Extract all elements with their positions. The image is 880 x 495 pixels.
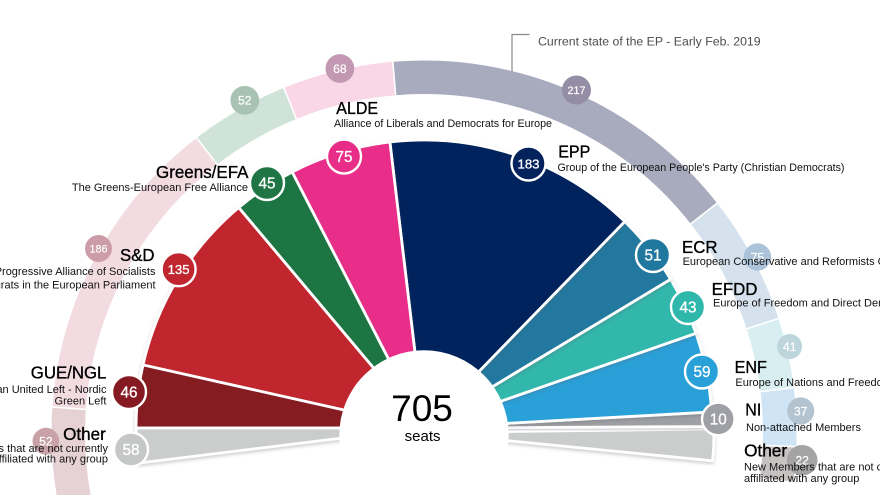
svg-text:59: 59 bbox=[693, 364, 710, 381]
svg-text:135: 135 bbox=[168, 262, 190, 277]
svg-text:Group of the Progressive Allia: Group of the Progressive Alliance of Soc… bbox=[0, 266, 156, 278]
svg-text:Members that are not currently: Members that are not currently bbox=[0, 443, 108, 455]
svg-text:41: 41 bbox=[783, 340, 797, 354]
svg-text:seats: seats bbox=[405, 428, 441, 445]
svg-text:75: 75 bbox=[335, 149, 352, 166]
svg-text:S&D: S&D bbox=[120, 245, 155, 265]
svg-text:43: 43 bbox=[679, 300, 696, 317]
svg-text:58: 58 bbox=[122, 442, 139, 459]
svg-text:52: 52 bbox=[238, 94, 252, 108]
svg-text:ALDE: ALDE bbox=[336, 98, 378, 118]
svg-text:NI: NI bbox=[745, 400, 761, 420]
svg-text:The Greens-European Free Allia: The Greens-European Free Alliance bbox=[72, 182, 248, 194]
svg-text:Greens/EFA: Greens/EFA bbox=[156, 162, 249, 182]
svg-text:183: 183 bbox=[517, 156, 539, 171]
svg-text:217: 217 bbox=[567, 85, 585, 97]
svg-text:Europe of Freedom and Direct D: Europe of Freedom and Direct Democracy bbox=[713, 298, 880, 310]
svg-text:Current state of the EP - Earl: Current state of the EP - Early Feb. 201… bbox=[538, 35, 761, 49]
svg-text:705: 705 bbox=[391, 388, 453, 429]
svg-text:ENF: ENF bbox=[735, 357, 767, 377]
svg-text:Democrats in the European Parl: Democrats in the European Parliament bbox=[0, 280, 156, 292]
svg-text:European United Left - Nordic: European United Left - Nordic bbox=[0, 384, 107, 396]
svg-text:ECR: ECR bbox=[682, 237, 718, 257]
svg-text:New Members that are not curre: New Members that are not currently bbox=[744, 462, 880, 474]
svg-text:Other: Other bbox=[744, 441, 787, 461]
svg-text:European Conservative and Refo: European Conservative and Reformists Gro… bbox=[683, 256, 880, 268]
svg-text:EFDD: EFDD bbox=[712, 279, 758, 299]
svg-text:45: 45 bbox=[258, 176, 275, 193]
svg-text:Alliance of Liberals and Democ: Alliance of Liberals and Democrats for E… bbox=[334, 118, 552, 130]
svg-text:46: 46 bbox=[120, 385, 137, 402]
svg-text:Green Left: Green Left bbox=[55, 396, 107, 408]
svg-text:10: 10 bbox=[710, 412, 727, 429]
svg-text:EPP: EPP bbox=[558, 142, 590, 162]
svg-text:22: 22 bbox=[795, 454, 809, 468]
svg-text:186: 186 bbox=[89, 243, 107, 255]
svg-text:affiliated with any group: affiliated with any group bbox=[744, 473, 859, 485]
svg-text:Europe of Nations and Freedom: Europe of Nations and Freedom bbox=[735, 377, 880, 389]
svg-text:75: 75 bbox=[751, 250, 765, 264]
svg-text:52: 52 bbox=[39, 435, 53, 449]
svg-text:Non-attached Members: Non-attached Members bbox=[746, 422, 861, 434]
svg-text:Group of the European People's: Group of the European People's Party (Ch… bbox=[558, 162, 845, 174]
svg-text:37: 37 bbox=[794, 404, 808, 418]
svg-text:Other: Other bbox=[63, 424, 106, 444]
svg-text:68: 68 bbox=[333, 62, 347, 76]
svg-text:GUE/NGL: GUE/NGL bbox=[31, 363, 107, 383]
svg-text:affiliated with any group: affiliated with any group bbox=[0, 454, 108, 466]
svg-text:51: 51 bbox=[644, 248, 661, 265]
